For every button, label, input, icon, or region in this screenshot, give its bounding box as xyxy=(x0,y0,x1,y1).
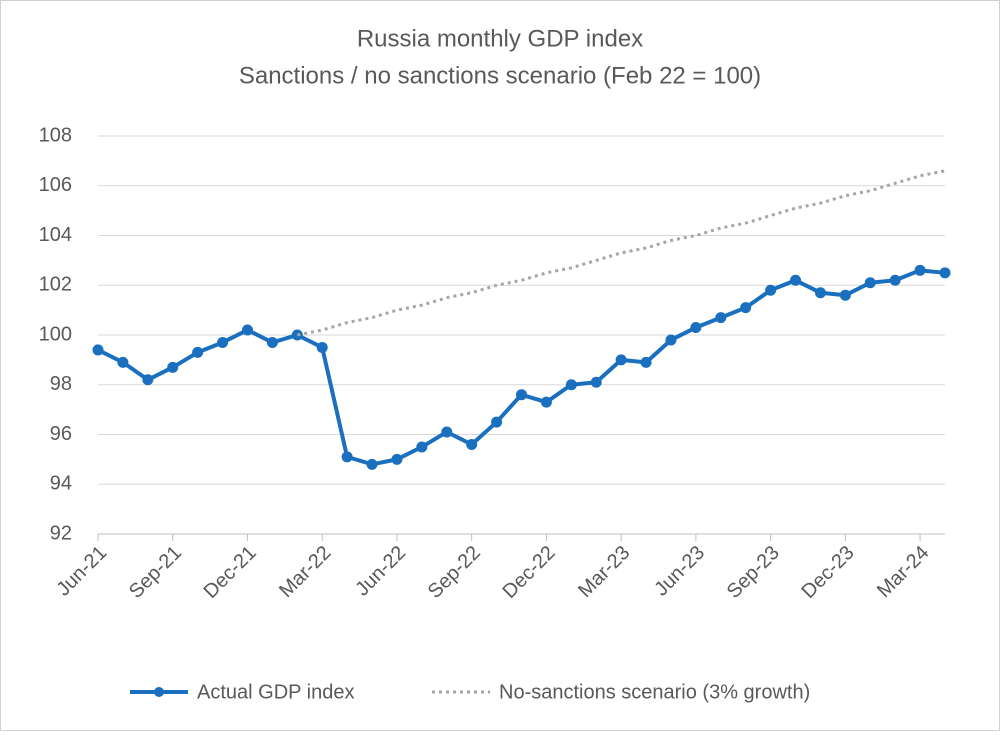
data-point xyxy=(889,274,901,286)
data-point xyxy=(192,346,204,358)
data-point xyxy=(615,354,627,366)
y-tick-label: 92 xyxy=(50,522,72,544)
data-point xyxy=(117,356,129,368)
data-point xyxy=(839,289,851,301)
data-point xyxy=(715,312,727,324)
data-point xyxy=(740,302,752,314)
data-point xyxy=(914,264,926,276)
y-tick-label: 106 xyxy=(39,174,72,196)
data-point xyxy=(391,453,403,465)
legend-label: No-sanctions scenario (3% growth) xyxy=(499,681,810,703)
data-point xyxy=(341,451,353,463)
y-tick-label: 102 xyxy=(39,274,72,296)
data-point xyxy=(765,284,777,296)
y-tick-label: 94 xyxy=(50,473,72,495)
data-point xyxy=(516,389,527,401)
data-point xyxy=(690,322,702,334)
data-point xyxy=(565,379,577,391)
data-point xyxy=(316,341,328,353)
legend-label: Actual GDP index xyxy=(197,681,355,703)
data-point xyxy=(814,287,826,299)
data-point xyxy=(142,374,154,386)
data-point xyxy=(665,334,677,346)
chart-title: Russia monthly GDP index xyxy=(357,25,643,52)
data-point xyxy=(241,324,253,336)
legend: Actual GDP index No-sanctions scenario (… xyxy=(130,681,810,703)
data-point xyxy=(864,277,876,289)
data-point xyxy=(266,336,278,348)
y-tick-label: 100 xyxy=(39,323,72,345)
chart-subtitle: Sanctions / no sanctions scenario (Feb 2… xyxy=(239,62,761,89)
data-point xyxy=(540,396,552,408)
data-point xyxy=(640,356,652,368)
data-point xyxy=(92,344,104,356)
data-point xyxy=(217,336,229,348)
legend-marker xyxy=(154,687,164,697)
data-point xyxy=(466,438,478,450)
data-point xyxy=(366,458,378,470)
data-point xyxy=(167,361,179,373)
data-point xyxy=(416,441,428,453)
y-tick-label: 104 xyxy=(39,224,72,246)
y-tick-label: 108 xyxy=(39,124,72,146)
data-point xyxy=(441,426,453,438)
data-point xyxy=(939,267,951,279)
data-point xyxy=(491,416,503,428)
y-tick-label: 96 xyxy=(50,423,72,445)
data-point xyxy=(590,376,602,388)
y-tick-label: 98 xyxy=(50,373,72,395)
data-point xyxy=(790,274,802,286)
